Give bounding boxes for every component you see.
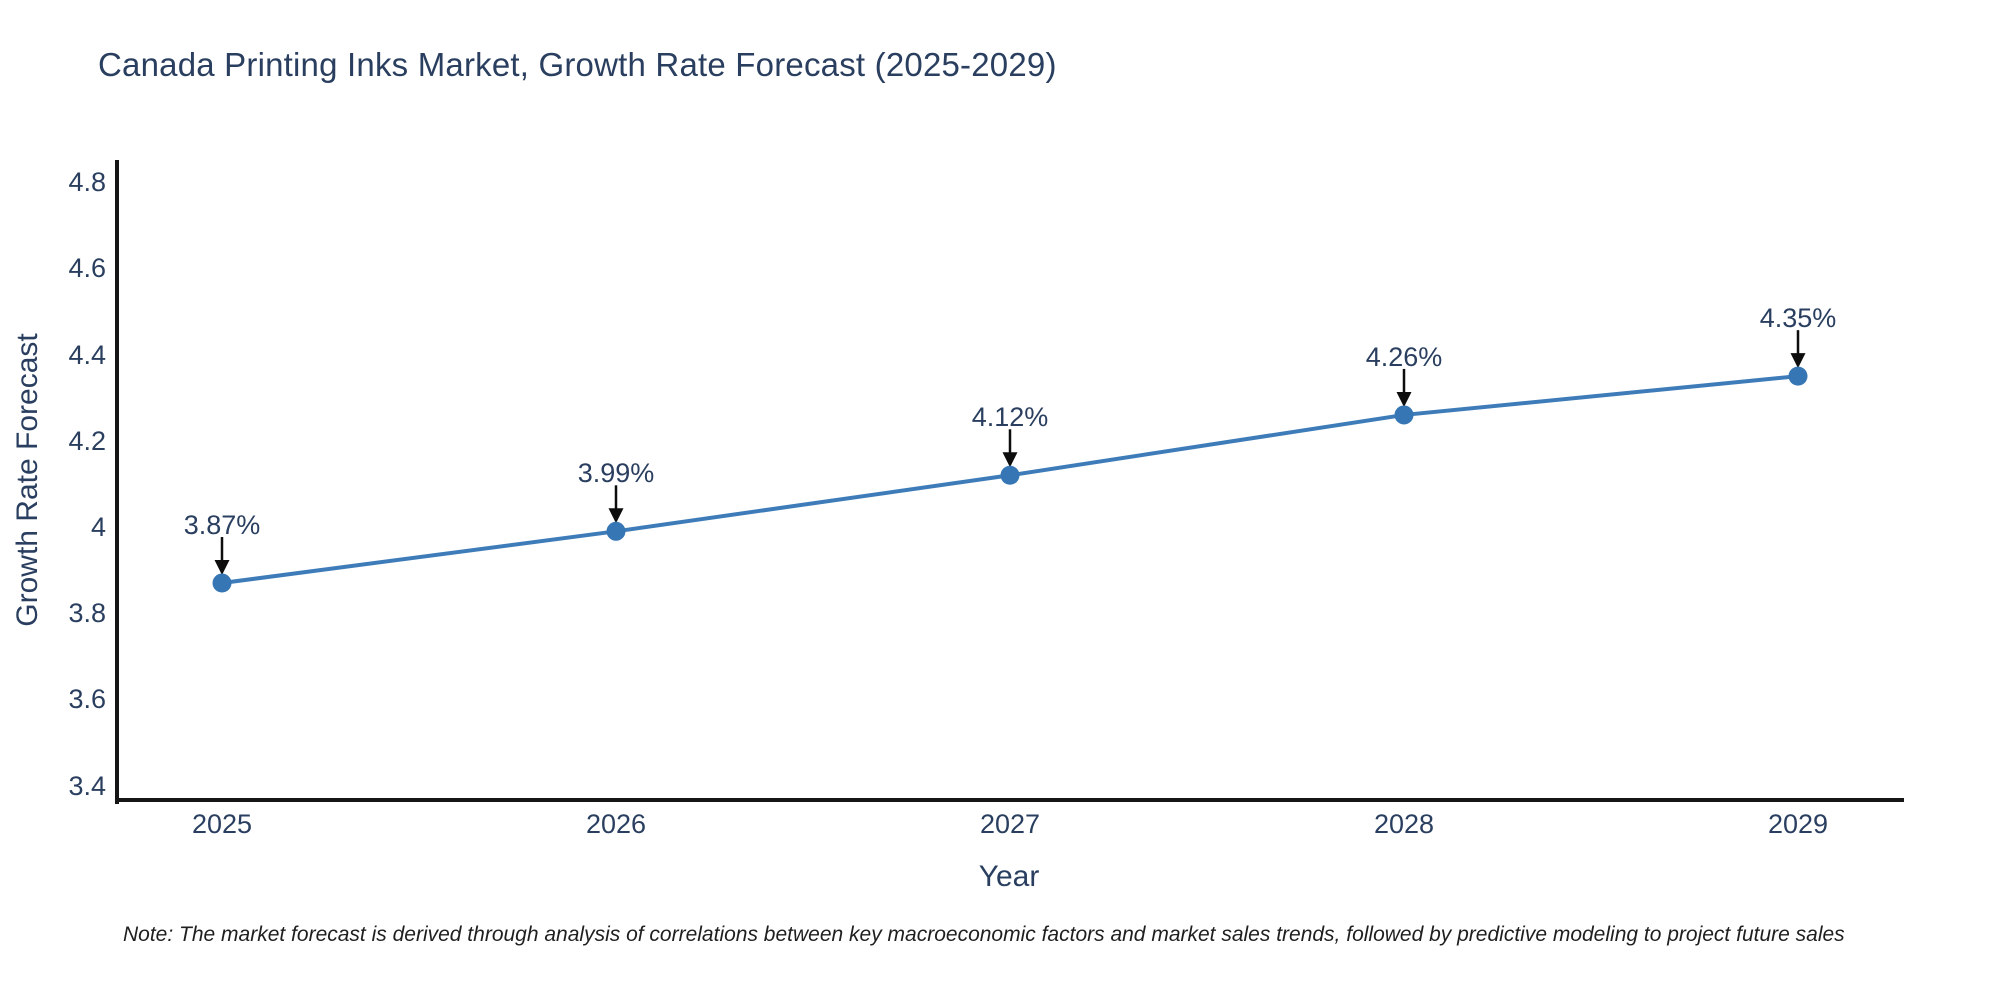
y-tick-label: 4.8 xyxy=(68,167,106,198)
chart-title: Canada Printing Inks Market, Growth Rate… xyxy=(98,46,1057,83)
annotation-arrow-icon xyxy=(214,560,230,576)
y-tick-label: 4.2 xyxy=(68,425,106,456)
annotation-label: 4.35% xyxy=(1759,303,1837,334)
x-tick-label: 2028 xyxy=(1373,809,1435,839)
annotation-arrow-icon xyxy=(1396,391,1412,407)
annotation-label: 4.12% xyxy=(971,402,1049,433)
data-point-marker xyxy=(1000,465,1020,485)
data-point-marker xyxy=(1394,405,1414,425)
y-axis-line xyxy=(115,160,119,804)
annotation-arrow-icon xyxy=(608,508,624,524)
annotation-label: 3.87% xyxy=(183,510,261,541)
x-axis-line xyxy=(115,798,1904,802)
data-point-marker xyxy=(606,521,626,541)
y-tick-label: 4.4 xyxy=(68,339,106,370)
x-tick-label: 2027 xyxy=(979,809,1041,839)
y-tick-label: 4 xyxy=(90,512,106,542)
footnote: Note: The market forecast is derived thr… xyxy=(123,923,1845,946)
x-tick-label: 2025 xyxy=(191,809,253,839)
data-point-marker xyxy=(212,573,232,593)
annotation-arrow-icon xyxy=(1002,452,1018,468)
data-point-marker xyxy=(1788,366,1808,386)
y-tick-label: 4.6 xyxy=(68,253,106,284)
y-tick-label: 3.4 xyxy=(68,770,106,801)
x-axis-label: Year xyxy=(978,860,1040,893)
x-tick-label: 2029 xyxy=(1767,809,1829,839)
annotation-label: 3.99% xyxy=(577,458,655,489)
annotation-arrow-icon xyxy=(1790,353,1806,369)
x-tick-label: 2026 xyxy=(585,809,647,839)
y-tick-label: 3.8 xyxy=(68,598,106,629)
annotation-label: 4.26% xyxy=(1365,341,1443,372)
y-tick-label: 3.6 xyxy=(68,684,106,715)
